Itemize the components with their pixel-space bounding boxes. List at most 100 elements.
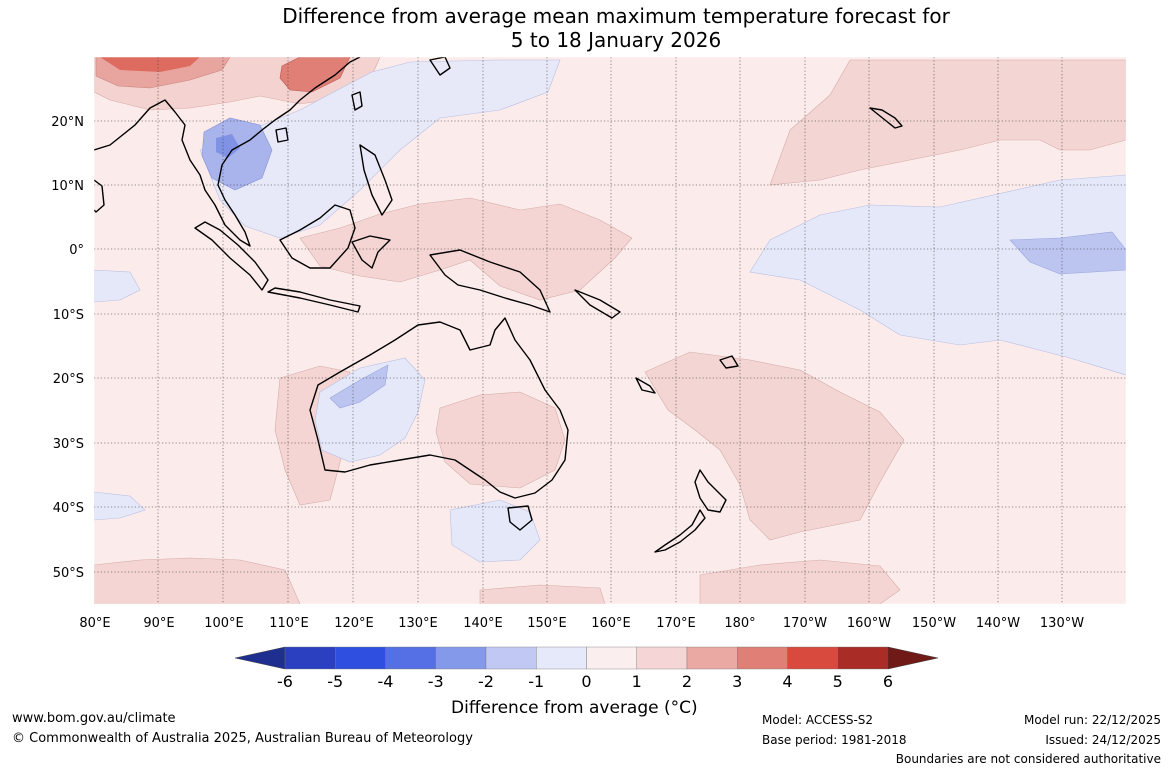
lat-label: 0°: [69, 243, 84, 258]
warm-region-southern-ocean: [94, 557, 301, 604]
hainan-coast: [275, 127, 289, 143]
java-coast: [267, 287, 361, 313]
australia-coast: [309, 317, 569, 499]
lon-label: 120°E: [334, 616, 374, 631]
colorbar: -6 -5 -4 -3 -2 -1 0 1 2 3 4 5 6: [234, 646, 939, 691]
lon-label: 110°E: [269, 616, 309, 631]
lon-label: 160°W: [847, 616, 891, 631]
hot-spot-china-west: [100, 57, 200, 72]
title-line-2: 5 to 18 January 2026: [510, 28, 722, 52]
cool-region-south-indian-ocean: [94, 491, 146, 521]
cool-region-central-pacific: [749, 174, 1126, 376]
lon-label: 80°E: [79, 616, 110, 631]
lon-label: 90°E: [143, 616, 174, 631]
colorbar-tick-label: 1: [632, 672, 642, 691]
colorbar-cell: [385, 646, 436, 670]
warm-region-southern-ocean-east: [479, 584, 606, 604]
issued-date: Issued: 24/12/2025: [1045, 733, 1161, 747]
colorbar-cell: [686, 646, 738, 670]
colorbar-cell: [586, 646, 637, 670]
cool-core-western-australia: [329, 364, 389, 409]
colorbar-cell: [536, 646, 587, 670]
colorbar-tick-label: -5: [327, 672, 343, 691]
tasmania-coast: [507, 505, 533, 531]
hot-spot-china-east: [279, 57, 351, 93]
asia-mainland-coast: [94, 57, 361, 247]
boundaries-disclaimer: Boundaries are not considered authoritat…: [895, 752, 1161, 766]
latitude-labels: 20°N 10°N 0° 10°S 20°S 30°S 40°S 50°S: [51, 115, 84, 581]
lon-label: 180°: [724, 616, 755, 631]
cool-core-indochina: [216, 134, 240, 158]
cool-region-south-of-australia: [449, 499, 541, 563]
colorbar-tick-label: -1: [528, 672, 544, 691]
map-area: [94, 57, 1126, 604]
colorbar-tick-label: 0: [581, 672, 591, 691]
lon-label: 140°W: [976, 616, 1020, 631]
lon-label: 170°E: [656, 616, 696, 631]
title-line-1: Difference from average mean maximum tem…: [282, 4, 950, 28]
sri-lanka-coast: [94, 179, 105, 213]
cool-region-indian-ocean: [94, 269, 141, 303]
lon-label: 160°E: [591, 616, 631, 631]
warm-region-maritime-continent: [299, 197, 633, 301]
philippines-coast: [359, 144, 393, 216]
colorbar-tick-label: 4: [782, 672, 792, 691]
cool-core-central-pacific: [1009, 231, 1126, 275]
colorbar-tick-label: -4: [378, 672, 394, 691]
new-guinea-coast: [429, 249, 551, 313]
copyright-text: © Commonwealth of Australia 2025, Austra…: [12, 731, 473, 746]
model-run-date: Model run: 22/12/2025: [1023, 713, 1161, 727]
colorbar-tick-label: 3: [732, 672, 742, 691]
colorbar-cells: [284, 646, 889, 670]
colorbar-tick-label: 2: [682, 672, 692, 691]
warm-region-inland-australia: [435, 391, 566, 489]
lat-label: 30°S: [53, 437, 84, 452]
anomaly-regions: [94, 57, 1126, 604]
colorbar-ticks: -6 -5 -4 -3 -2 -1 0 1 2 3 4 5 6: [277, 672, 893, 691]
lon-label: 150°W: [912, 616, 956, 631]
new-zealand-north-coast: [694, 469, 727, 513]
taiwan-coast: [351, 91, 363, 111]
colorbar-cell: [837, 646, 889, 670]
lat-label: 10°S: [53, 308, 84, 323]
colorbar-tick-label: -3: [428, 672, 444, 691]
fiji-coast: [719, 355, 739, 369]
lat-label: 40°S: [53, 501, 84, 516]
colorbar-label: Difference from average (°C): [451, 698, 698, 718]
longitude-labels: 80°E 90°E 100°E 110°E 120°E 130°E 140°E …: [79, 616, 1084, 631]
cool-region-western-australia: [314, 357, 426, 463]
lon-label: 130°W: [1040, 616, 1084, 631]
colorbar-cell: [737, 646, 788, 670]
colorbar-tick-label: -2: [478, 672, 494, 691]
colorbar-upper-extension: [887, 646, 939, 670]
coastlines: [94, 57, 903, 553]
lon-label: 140°E: [463, 616, 503, 631]
sumatra-coast: [194, 221, 269, 291]
chart-title: Difference from average mean maximum tem…: [0, 4, 1173, 52]
japan-coast: [429, 57, 451, 76]
warm-region-tasman-coral-sea: [644, 351, 905, 541]
colorbar-cell: [787, 646, 838, 670]
lat-label: 10°N: [51, 179, 84, 194]
colorbar-tick-label: 6: [883, 672, 893, 691]
new-zealand-south-coast: [654, 509, 706, 553]
website-link[interactable]: www.bom.gov.au/climate: [12, 711, 176, 726]
base-period: Base period: 1981-2018: [762, 733, 907, 747]
sulawesi-coast: [351, 235, 391, 269]
colorbar-cell: [335, 646, 386, 670]
colorbar-lower-extension: [234, 646, 286, 670]
colorbar-cell: [636, 646, 688, 670]
lat-label: 20°N: [51, 115, 84, 130]
colorbar-tick-label: 5: [833, 672, 843, 691]
warm-region-south-pacific: [699, 559, 901, 604]
lon-label: 130°E: [398, 616, 438, 631]
lon-label: 150°E: [527, 616, 567, 631]
lon-label: 100°E: [204, 616, 244, 631]
map-frame: [93, 56, 1127, 605]
model-name: Model: ACCESS-S2: [762, 713, 874, 727]
colorbar-cell: [485, 646, 537, 670]
solomon-islands-coast: [574, 289, 621, 319]
borneo-coast: [279, 204, 356, 269]
colorbar-tick-label: -6: [277, 672, 293, 691]
